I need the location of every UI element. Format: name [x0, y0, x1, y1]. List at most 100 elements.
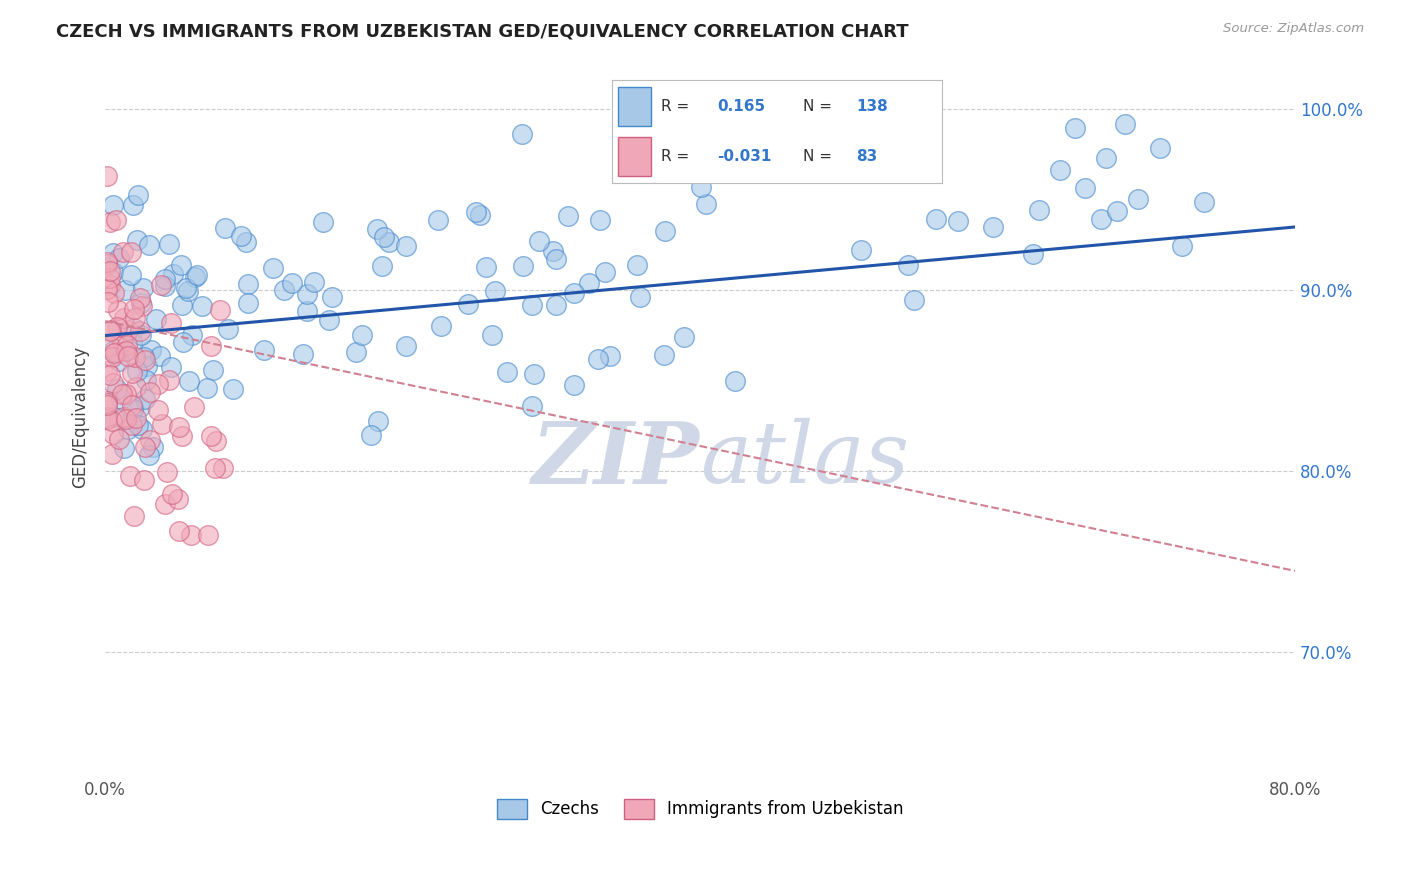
Text: CZECH VS IMMIGRANTS FROM UZBEKISTAN GED/EQUIVALENCY CORRELATION CHART: CZECH VS IMMIGRANTS FROM UZBEKISTAN GED/…	[56, 22, 908, 40]
Point	[897, 258, 920, 272]
Point	[111, 334, 134, 349]
Point	[149, 278, 172, 293]
Point	[129, 328, 152, 343]
Point	[96, 255, 118, 269]
Point	[96, 394, 118, 409]
Legend: Czechs, Immigrants from Uzbekistan: Czechs, Immigrants from Uzbekistan	[489, 793, 910, 825]
Point	[97, 295, 120, 310]
Point	[100, 264, 122, 278]
Point	[395, 339, 418, 353]
Point	[111, 245, 134, 260]
Point	[344, 344, 367, 359]
Point	[96, 257, 118, 271]
Point	[153, 279, 176, 293]
Point	[544, 297, 567, 311]
Point	[562, 378, 585, 392]
Point	[217, 322, 239, 336]
Point	[132, 350, 155, 364]
Point	[139, 433, 162, 447]
Point	[148, 376, 170, 391]
Point	[160, 316, 183, 330]
Point	[120, 268, 142, 283]
Text: R =: R =	[661, 149, 689, 164]
Point	[394, 239, 416, 253]
Point	[1022, 247, 1045, 261]
Point	[191, 299, 214, 313]
Point	[96, 396, 118, 410]
Point	[426, 213, 449, 227]
Point	[114, 387, 136, 401]
Point	[541, 244, 564, 259]
Point	[186, 268, 208, 282]
Point	[134, 440, 156, 454]
Point	[457, 297, 479, 311]
Point	[925, 211, 948, 226]
Point	[122, 321, 145, 335]
Point	[129, 295, 152, 310]
Text: 138: 138	[856, 99, 887, 114]
Point	[214, 221, 236, 235]
Point	[156, 465, 179, 479]
Point	[197, 528, 219, 542]
Point	[350, 327, 373, 342]
Point	[127, 363, 149, 377]
Point	[180, 528, 202, 542]
Point	[177, 284, 200, 298]
Point	[138, 449, 160, 463]
Point	[160, 487, 183, 501]
Point	[205, 434, 228, 449]
Point	[105, 213, 128, 227]
Point	[181, 328, 204, 343]
Point	[360, 428, 382, 442]
Point	[211, 461, 233, 475]
Text: atlas: atlas	[700, 418, 910, 500]
Point	[135, 373, 157, 387]
Text: -0.031: -0.031	[717, 149, 772, 164]
Point	[141, 440, 163, 454]
Point	[195, 381, 218, 395]
Point	[202, 363, 225, 377]
Point	[512, 259, 534, 273]
Point	[1107, 203, 1129, 218]
Point	[112, 310, 135, 325]
Point	[110, 392, 132, 406]
Point	[946, 214, 969, 228]
Point	[101, 343, 124, 358]
Point	[373, 229, 395, 244]
Point	[96, 410, 118, 425]
Point	[1126, 193, 1149, 207]
Point	[150, 417, 173, 431]
Point	[593, 265, 616, 279]
Point	[155, 272, 177, 286]
Point	[121, 417, 143, 432]
Point	[101, 265, 124, 279]
Point	[122, 401, 145, 416]
Point	[117, 349, 139, 363]
Point	[851, 243, 873, 257]
Point	[101, 427, 124, 442]
Point	[1095, 151, 1118, 165]
Point	[295, 287, 318, 301]
Point	[170, 258, 193, 272]
Point	[179, 374, 201, 388]
Point	[157, 236, 180, 251]
Point	[100, 323, 122, 337]
Point	[111, 387, 134, 401]
Point	[100, 271, 122, 285]
Point	[628, 290, 651, 304]
Bar	[619, 136, 651, 176]
Point	[377, 235, 399, 249]
Point	[96, 398, 118, 412]
Point	[484, 284, 506, 298]
Point	[1064, 120, 1087, 135]
Point	[835, 141, 858, 155]
Point	[121, 366, 143, 380]
Point	[131, 299, 153, 313]
Bar	[619, 87, 651, 127]
Point	[132, 281, 155, 295]
Point	[145, 312, 167, 326]
Point	[221, 382, 243, 396]
Point	[695, 197, 717, 211]
Point	[821, 112, 844, 126]
Point	[468, 208, 491, 222]
